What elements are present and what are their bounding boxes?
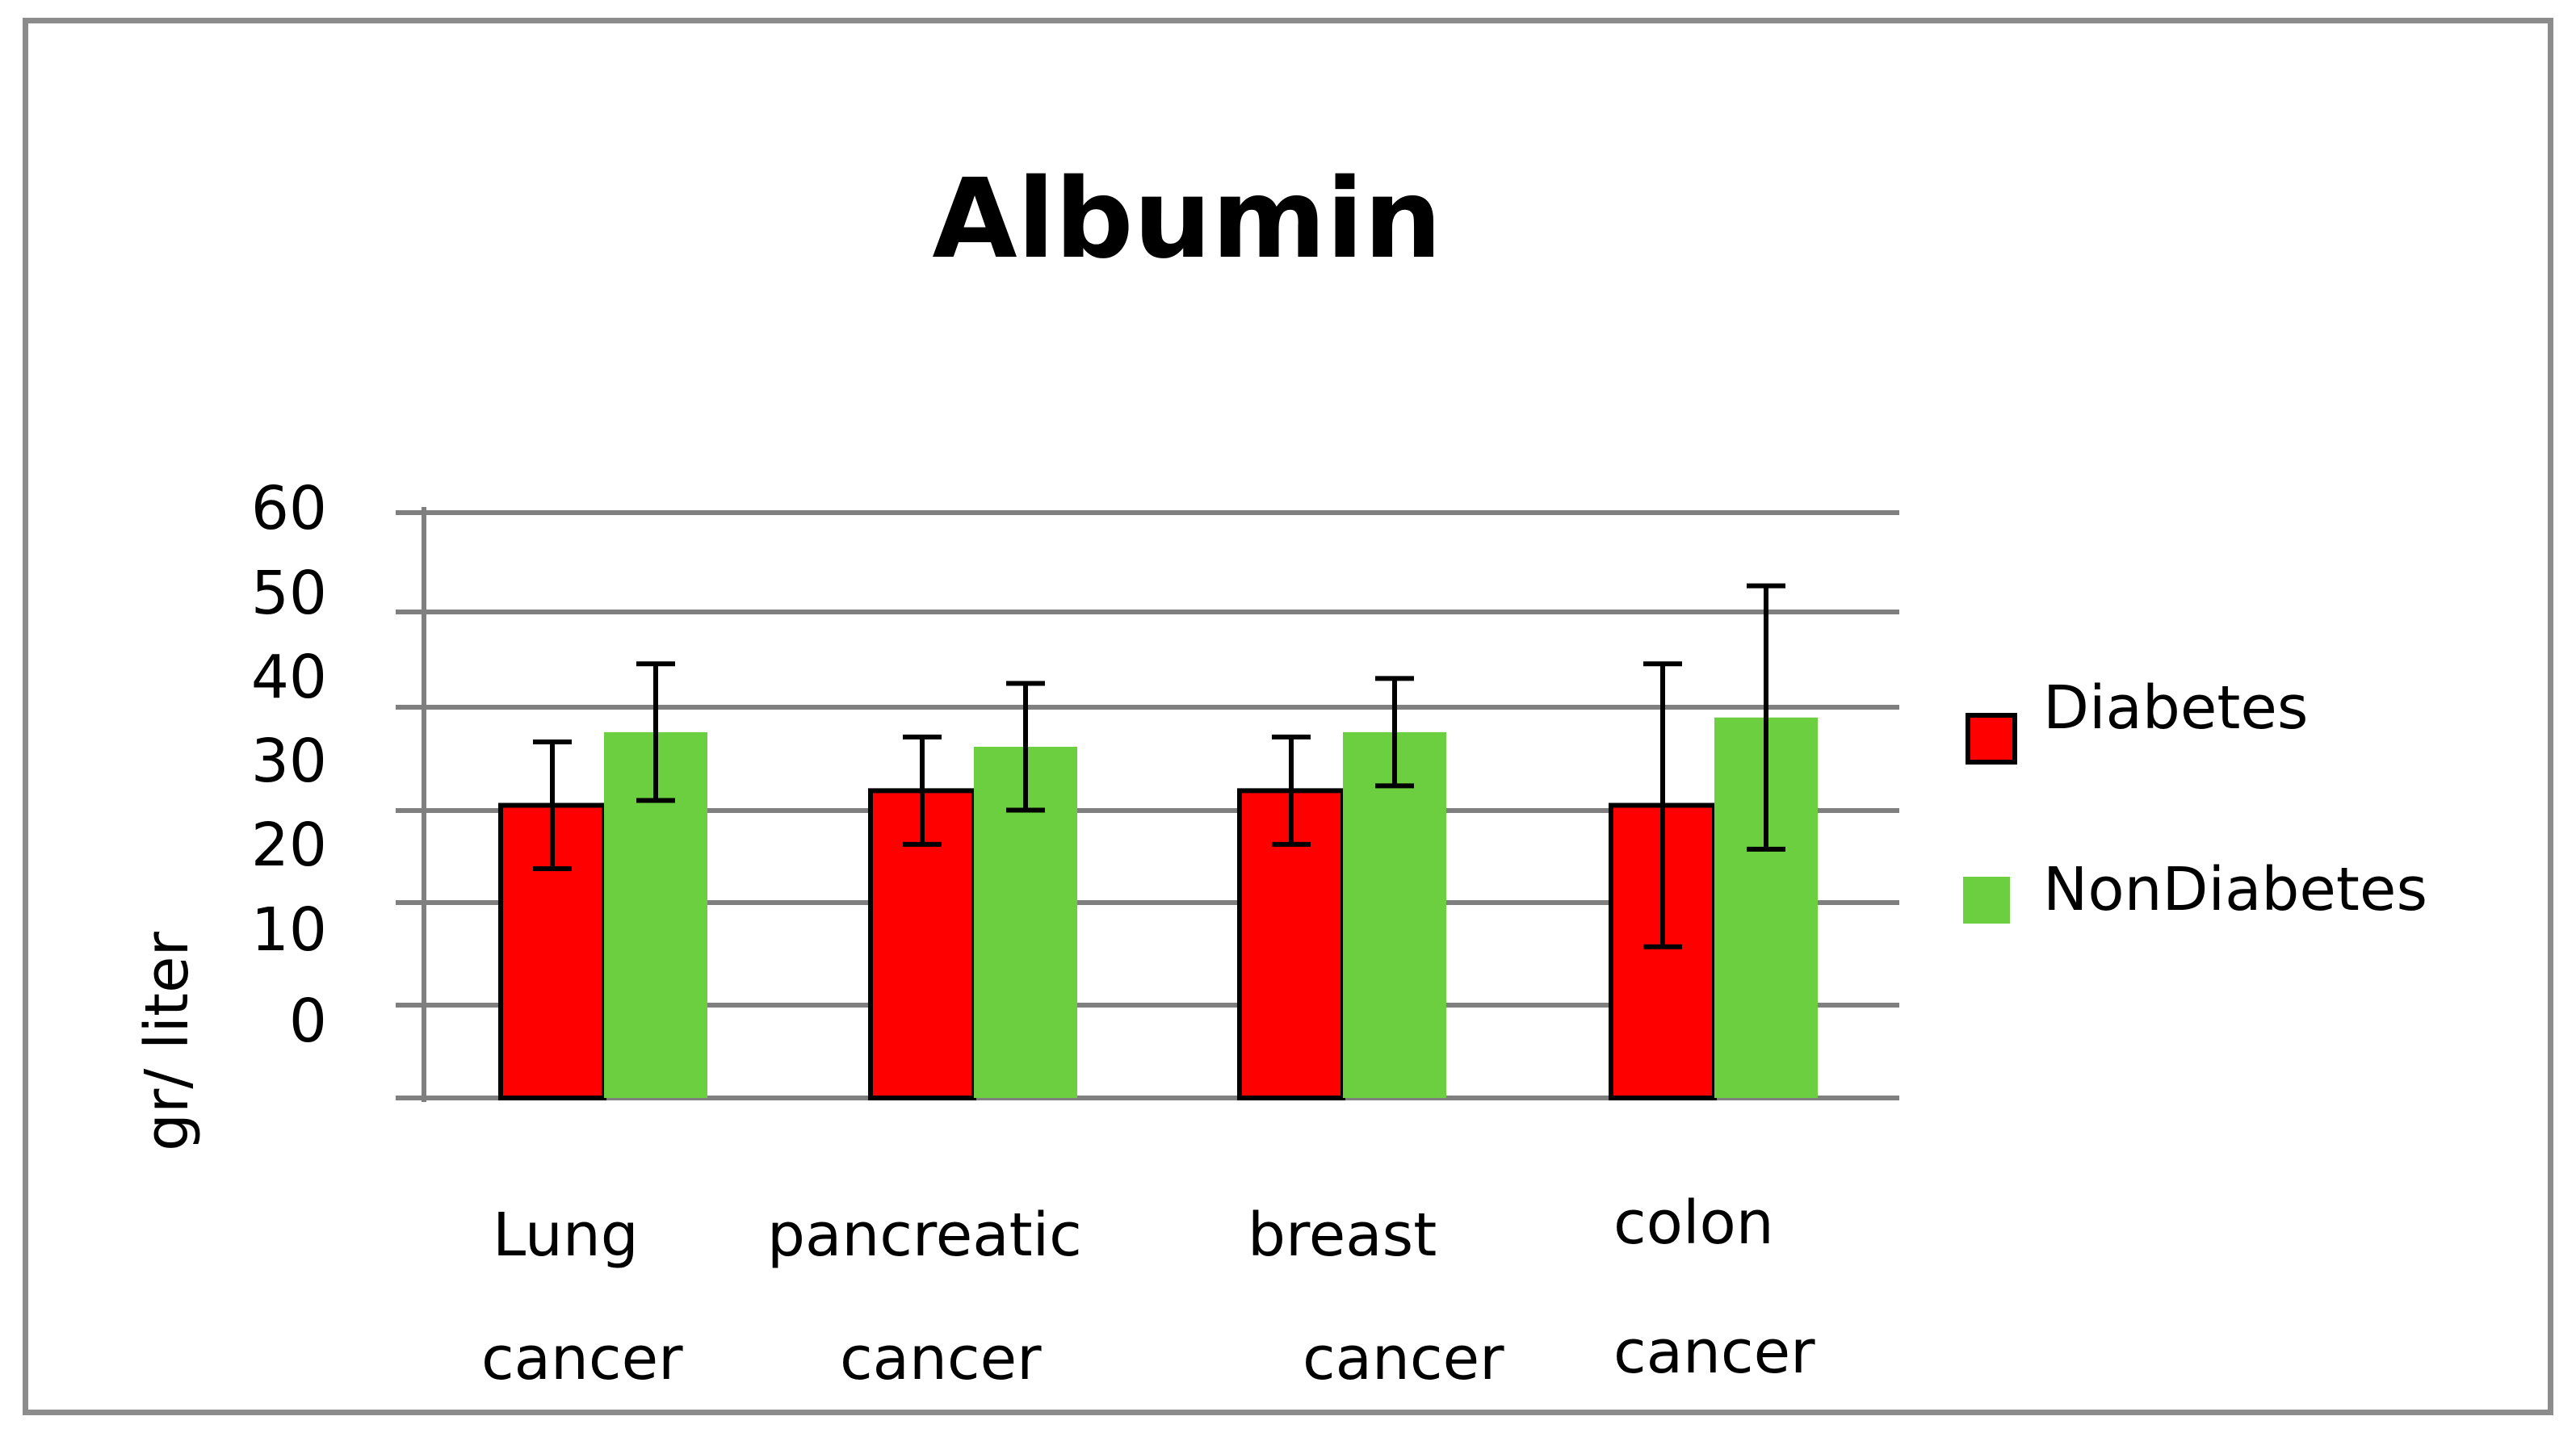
x-tick-label-line1: colon: [1613, 1188, 1774, 1258]
error-bar-diabetes-1: [533, 739, 572, 872]
legend-swatch-diabetes: [1966, 713, 2017, 765]
error-bar-nondiabetes-3: [1375, 676, 1414, 789]
y-tick-label: 30: [251, 727, 327, 796]
legend-label-diabetes: Diabetes: [2043, 673, 2308, 743]
x-tick-label-line2: cancer: [840, 1324, 1042, 1393]
error-bar-nondiabetes-1: [636, 661, 675, 803]
error-bar-diabetes-2: [903, 734, 942, 847]
x-tick-label-line2: cancer: [481, 1324, 683, 1393]
error-bar-nondiabetes-2: [1006, 681, 1045, 813]
chart-title: Albumin: [932, 156, 1441, 283]
bar-nondiabetes-3: [1343, 731, 1446, 1098]
y-tick-label: 50: [251, 559, 327, 628]
x-tick-labels: Lung cancer pancreatic cancer breast cancer co…: [481, 1188, 1815, 1393]
y-tick-label: 10: [251, 895, 327, 965]
legend-label-nondiabetes: NonDiabetes: [2043, 855, 2427, 924]
error-bar-nondiabetes-4: [1747, 583, 1785, 852]
chart-frame: [23, 18, 2553, 1415]
x-tick-label-line1: Lung: [493, 1200, 639, 1270]
legend: Diabetes NonDiabetes: [1963, 673, 2427, 924]
y-tick-label: 40: [251, 643, 327, 712]
error-bars: [533, 583, 1785, 949]
bars: [498, 717, 1818, 1100]
legend-swatch-nondiabetes: [1963, 877, 2010, 924]
y-tick-label: 60: [251, 474, 327, 543]
y-tick-labels: 60 50 40 30 20 10 0: [251, 474, 327, 1056]
y-axis-label: gr/ liter: [132, 931, 202, 1151]
x-tick-label-line1: breast: [1248, 1200, 1437, 1270]
x-tick-label-line2: cancer: [1613, 1318, 1815, 1387]
error-bar-diabetes-3: [1272, 734, 1311, 847]
y-tick-label: 0: [289, 987, 327, 1056]
x-tick-label-line1: pancreatic: [767, 1200, 1082, 1270]
y-tick-label: 20: [251, 811, 327, 880]
error-bar-diabetes-4: [1643, 661, 1682, 949]
x-tick-label-line2: cancer: [1303, 1324, 1504, 1393]
